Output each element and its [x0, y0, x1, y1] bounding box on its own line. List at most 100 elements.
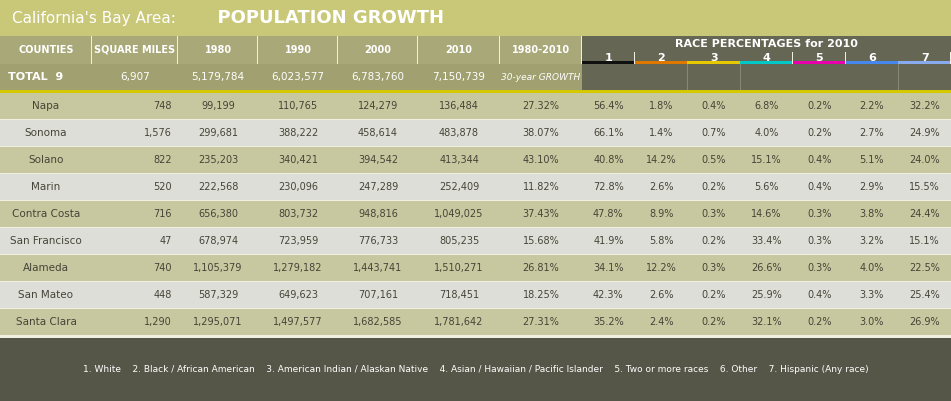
Bar [582, 64, 951, 90]
Text: 0.4%: 0.4% [807, 182, 831, 192]
Text: 3: 3 [710, 53, 718, 63]
Text: 124,279: 124,279 [358, 101, 398, 111]
Text: 4: 4 [763, 53, 770, 63]
Text: 649,623: 649,623 [278, 290, 318, 300]
Text: SQUARE MILES: SQUARE MILES [94, 45, 176, 55]
Bar [688, 61, 740, 64]
Text: 24.4%: 24.4% [909, 209, 940, 219]
Text: 8.9%: 8.9% [649, 209, 673, 219]
Bar [793, 52, 845, 64]
Text: 37.43%: 37.43% [523, 209, 559, 219]
Text: 7,150,739: 7,150,739 [433, 72, 486, 82]
Text: 1980-2010: 1980-2010 [512, 45, 570, 55]
Text: 136,484: 136,484 [439, 101, 479, 111]
Text: 656,380: 656,380 [198, 209, 238, 219]
Text: 5: 5 [815, 53, 823, 63]
Text: 2.9%: 2.9% [860, 182, 884, 192]
Text: 2010: 2010 [445, 45, 473, 55]
Bar [0, 282, 951, 308]
Text: 0.7%: 0.7% [702, 128, 726, 138]
Text: 0.4%: 0.4% [807, 155, 831, 165]
Text: 723,959: 723,959 [278, 236, 319, 246]
Text: 483,878: 483,878 [439, 128, 479, 138]
Text: 948,816: 948,816 [359, 209, 398, 219]
Text: 776,733: 776,733 [358, 236, 398, 246]
Text: Contra Costa: Contra Costa [11, 209, 80, 219]
Text: 0.3%: 0.3% [702, 209, 726, 219]
Text: 1.8%: 1.8% [649, 101, 673, 111]
Text: 222,568: 222,568 [198, 182, 238, 192]
Text: 0.5%: 0.5% [702, 155, 726, 165]
Text: 2.2%: 2.2% [860, 101, 884, 111]
Bar [793, 61, 845, 64]
Bar [258, 36, 337, 64]
Text: 1,049,025: 1,049,025 [435, 209, 484, 219]
Text: COUNTIES: COUNTIES [18, 45, 74, 55]
Text: 0.2%: 0.2% [702, 182, 726, 192]
Text: 47.8%: 47.8% [593, 209, 624, 219]
Bar [899, 52, 950, 64]
Text: Solano: Solano [29, 155, 64, 165]
Text: 12.2%: 12.2% [646, 263, 676, 273]
Text: 26.81%: 26.81% [523, 263, 559, 273]
Text: 0.2%: 0.2% [702, 236, 726, 246]
Text: San Mateo: San Mateo [18, 290, 73, 300]
Bar [634, 61, 687, 64]
Text: Santa Clara: Santa Clara [15, 317, 76, 327]
Text: 247,289: 247,289 [358, 182, 398, 192]
Text: 0.3%: 0.3% [807, 209, 831, 219]
Bar [634, 52, 687, 64]
Text: 2.4%: 2.4% [649, 317, 673, 327]
Bar [0, 255, 951, 281]
Bar [0, 120, 951, 146]
Text: 5,179,784: 5,179,784 [191, 72, 244, 82]
Text: 3.3%: 3.3% [860, 290, 884, 300]
Text: 2.6%: 2.6% [649, 290, 673, 300]
Bar [845, 61, 898, 64]
Text: 1,105,379: 1,105,379 [193, 263, 243, 273]
Text: 4.0%: 4.0% [860, 263, 884, 273]
Text: 38.07%: 38.07% [523, 128, 559, 138]
Text: 6,907: 6,907 [120, 72, 150, 82]
Text: 1. White    2. Black / African American    3. American Indian / Alaskan Native  : 1. White 2. Black / African American 3. … [83, 365, 868, 374]
Text: 1,781,642: 1,781,642 [435, 317, 484, 327]
Text: 18.25%: 18.25% [522, 290, 559, 300]
Text: 27.31%: 27.31% [522, 317, 559, 327]
Text: 1,497,577: 1,497,577 [273, 317, 322, 327]
Text: 5.1%: 5.1% [860, 155, 884, 165]
Text: Marin: Marin [31, 182, 61, 192]
Text: 11.82%: 11.82% [523, 182, 559, 192]
Text: 458,614: 458,614 [358, 128, 398, 138]
Text: 40.8%: 40.8% [593, 155, 624, 165]
Text: 0.2%: 0.2% [702, 290, 726, 300]
Text: 72.8%: 72.8% [593, 182, 624, 192]
Text: POPULATION GROWTH: POPULATION GROWTH [205, 9, 444, 27]
Bar [418, 36, 499, 64]
Bar [845, 52, 898, 64]
Bar [500, 36, 581, 64]
Text: 299,681: 299,681 [198, 128, 238, 138]
Text: 47: 47 [160, 236, 172, 246]
Text: 0.4%: 0.4% [702, 101, 726, 111]
Text: 235,203: 235,203 [198, 155, 238, 165]
Text: 803,732: 803,732 [278, 209, 318, 219]
Bar [0, 90, 951, 93]
Text: Napa: Napa [32, 101, 60, 111]
Bar [582, 61, 634, 64]
Text: 0.3%: 0.3% [702, 263, 726, 273]
Text: 6.8%: 6.8% [754, 101, 779, 111]
Bar [582, 36, 951, 52]
Text: 1.4%: 1.4% [649, 128, 673, 138]
Text: 34.1%: 34.1% [593, 263, 624, 273]
Text: 2.6%: 2.6% [649, 182, 673, 192]
Text: 0.2%: 0.2% [702, 317, 726, 327]
Text: 520: 520 [153, 182, 172, 192]
Bar [0, 201, 951, 227]
Text: 33.4%: 33.4% [751, 236, 782, 246]
Bar [740, 52, 792, 64]
Text: 3.2%: 3.2% [860, 236, 884, 246]
Text: 1990: 1990 [284, 45, 312, 55]
Bar [582, 52, 634, 64]
Text: RACE PERCENTAGES for 2010: RACE PERCENTAGES for 2010 [675, 39, 858, 49]
Bar [740, 61, 792, 64]
